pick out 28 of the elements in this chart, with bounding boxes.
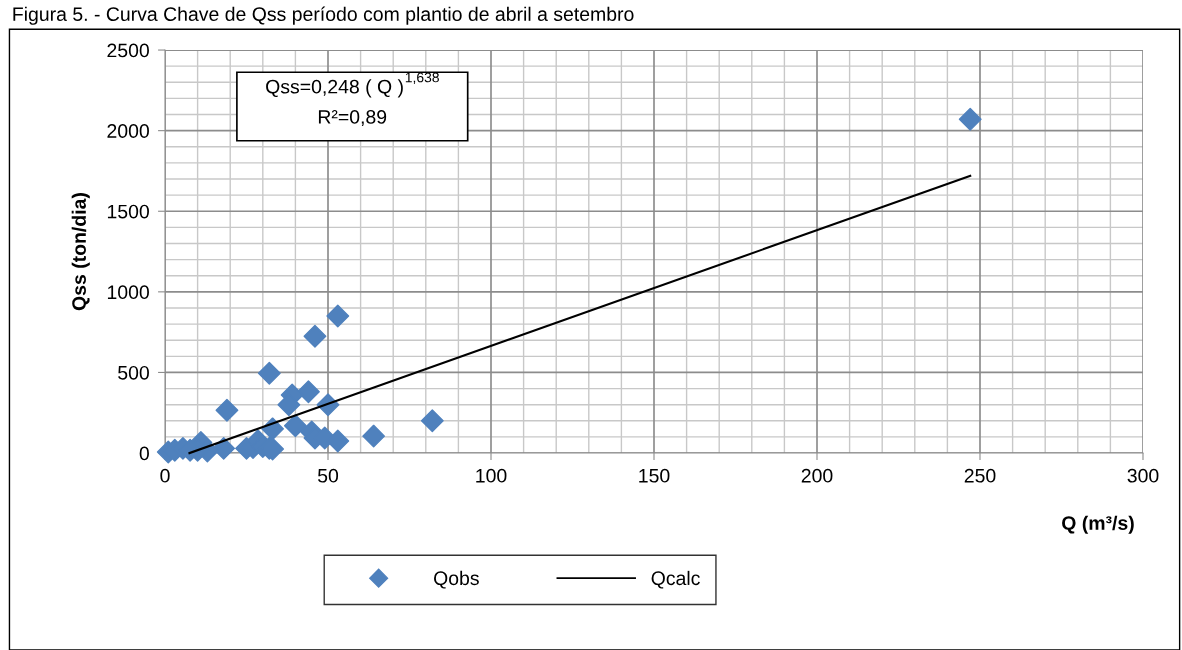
x-tick-label: 50 xyxy=(317,468,339,483)
point xyxy=(958,107,982,131)
x-tick-label: 250 xyxy=(964,468,996,483)
x-tick-label: 300 xyxy=(1127,468,1159,483)
legend-label: Qobs xyxy=(434,570,479,589)
x-tick-label: 150 xyxy=(639,468,670,483)
point xyxy=(296,380,320,404)
x-tick-label: 100 xyxy=(476,468,507,483)
y-tick-label: 500 xyxy=(118,365,149,380)
point xyxy=(420,409,444,433)
legend-label: Qcalc xyxy=(651,570,700,589)
y-tick-label: 2000 xyxy=(107,124,149,138)
point xyxy=(326,429,350,453)
chart-title: Figura 5. - Curva Chave de Qss período com plantio de abril a setembro xyxy=(13,6,634,25)
y-axis-title: Qss (ton/dia) xyxy=(71,193,90,311)
point xyxy=(257,361,281,385)
point xyxy=(283,414,307,438)
y-tick-label: 1500 xyxy=(107,204,149,219)
point xyxy=(215,398,239,422)
y-tick-label: 0 xyxy=(139,446,149,461)
x-axis-title: Q (m³/s) xyxy=(1062,515,1134,534)
y-tick-label: 1000 xyxy=(107,285,149,300)
point xyxy=(362,424,386,448)
x-tick-label: 0 xyxy=(160,468,170,483)
x-tick-label: 200 xyxy=(801,468,833,483)
point xyxy=(303,324,327,348)
y-tick-label: 2500 xyxy=(107,43,149,58)
point xyxy=(326,304,350,328)
